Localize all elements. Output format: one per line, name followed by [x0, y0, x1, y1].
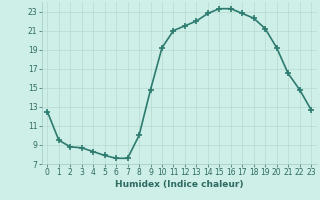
X-axis label: Humidex (Indice chaleur): Humidex (Indice chaleur)	[115, 180, 244, 189]
